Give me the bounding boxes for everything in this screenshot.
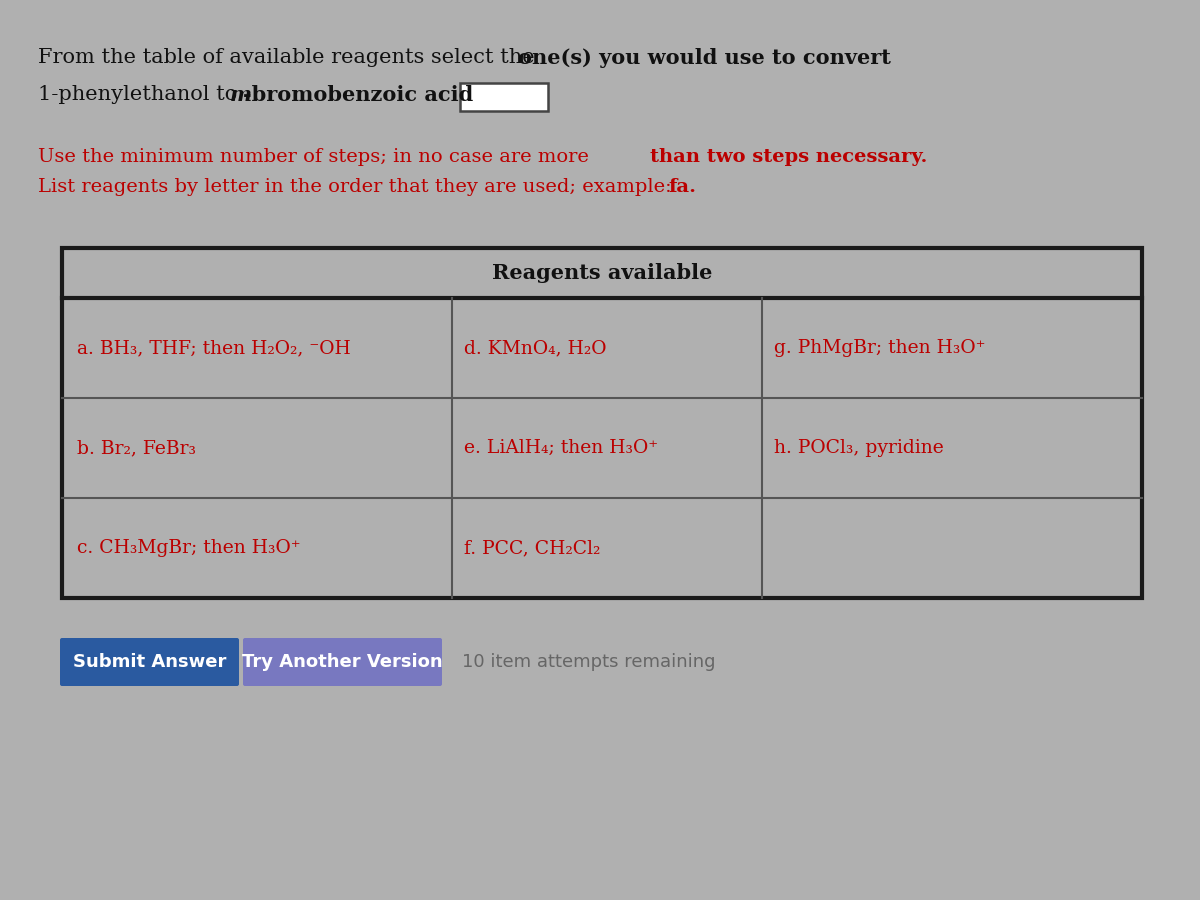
Text: 10 item attempts remaining: 10 item attempts remaining bbox=[462, 653, 715, 671]
Text: Try Another Version: Try Another Version bbox=[242, 653, 443, 671]
Text: fa.: fa. bbox=[668, 178, 696, 196]
Bar bbox=[62, 248, 1142, 598]
Text: h. POCl₃, pyridine: h. POCl₃, pyridine bbox=[774, 439, 943, 457]
Text: f. PCC, CH₂Cl₂: f. PCC, CH₂Cl₂ bbox=[464, 539, 600, 557]
Text: a. BH₃, THF; then H₂O₂, ⁻OH: a. BH₃, THF; then H₂O₂, ⁻OH bbox=[77, 339, 350, 357]
FancyBboxPatch shape bbox=[60, 638, 239, 686]
Text: 1-phenylethanol to: 1-phenylethanol to bbox=[38, 85, 244, 104]
Text: b. Br₂, FeBr₃: b. Br₂, FeBr₃ bbox=[77, 439, 196, 457]
Bar bbox=[460, 83, 548, 111]
Text: List reagents by letter in the order that they are used; example:: List reagents by letter in the order tha… bbox=[38, 178, 678, 196]
Text: g. PhMgBr; then H₃O⁺: g. PhMgBr; then H₃O⁺ bbox=[774, 339, 985, 357]
Text: -bromobenzoic acid: -bromobenzoic acid bbox=[242, 85, 473, 105]
Text: one(s) you would use to convert: one(s) you would use to convert bbox=[518, 48, 890, 68]
Text: m: m bbox=[230, 85, 252, 105]
FancyBboxPatch shape bbox=[242, 638, 442, 686]
Text: than two steps necessary.: than two steps necessary. bbox=[650, 148, 928, 166]
Text: Use the minimum number of steps; in no case are more: Use the minimum number of steps; in no c… bbox=[38, 148, 595, 166]
Text: From the table of available reagents select the: From the table of available reagents sel… bbox=[38, 48, 541, 67]
Text: Reagents available: Reagents available bbox=[492, 263, 712, 283]
Text: Submit Answer: Submit Answer bbox=[73, 653, 226, 671]
Text: c. CH₃MgBr; then H₃O⁺: c. CH₃MgBr; then H₃O⁺ bbox=[77, 539, 301, 557]
Text: d. KMnO₄, H₂O: d. KMnO₄, H₂O bbox=[464, 339, 606, 357]
Text: e. LiAlH₄; then H₃O⁺: e. LiAlH₄; then H₃O⁺ bbox=[464, 439, 658, 457]
